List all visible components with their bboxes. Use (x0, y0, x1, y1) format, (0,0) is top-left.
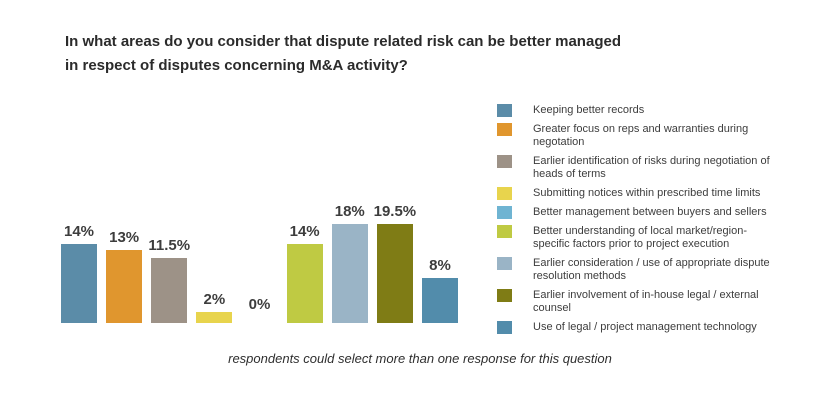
bar-slot: 2% (196, 203, 233, 323)
bar (376, 224, 413, 323)
legend-swatch-icon (497, 320, 512, 334)
legend-swatch-icon (497, 224, 512, 238)
bar-slot: 13% (106, 203, 143, 323)
bar (106, 249, 143, 323)
bar-value-label: 13% (109, 228, 140, 246)
legend-label: Submitting notices within prescribed tim… (533, 186, 761, 199)
bar-slot: 19.5% (374, 203, 416, 323)
legend-item: Use of legal / project management techno… (497, 320, 827, 334)
legend-item: Earlier consideration / use of appropria… (497, 256, 827, 283)
bar (331, 224, 368, 323)
bar-value-label: 8% (429, 256, 451, 274)
chart-title-line-1: In what areas do you consider that dispu… (65, 33, 621, 50)
chart-legend: Keeping better records Greater focus on r… (497, 104, 827, 340)
bar-slot: 14% (61, 203, 97, 323)
bar (61, 244, 97, 323)
legend-label: Greater focus on reps and warranties dur… (533, 123, 749, 148)
bar-value-label: 2% (203, 290, 226, 308)
legend-item: Earlier involvement of in-house legal / … (497, 288, 827, 315)
legend-label: Better understanding of local market/reg… (533, 224, 748, 250)
legend-item: Better management between buyers and sel… (497, 205, 827, 219)
legend-swatch-icon (497, 256, 512, 270)
legend-label: Keeping better records (533, 104, 645, 116)
legend-label: Use of legal / project management techno… (533, 320, 757, 333)
bar-slot: 0% (242, 203, 278, 323)
bar-slot: 11.5% (148, 203, 191, 323)
bar-slot: 14% (286, 203, 323, 323)
bar (422, 277, 458, 323)
bar-value-label: 19.5% (373, 203, 417, 220)
legend-swatch-icon (497, 104, 512, 117)
bar-slot: 8% (422, 203, 458, 323)
bar (196, 311, 233, 323)
chart-title: In what areas do you consider that dispu… (65, 30, 665, 78)
bar (286, 244, 323, 323)
bar-value-label: 18% (334, 203, 365, 220)
legend-swatch-icon (497, 205, 512, 219)
bar-value-label: 0% (248, 296, 271, 313)
bar-slot: 18% (331, 203, 368, 323)
chart-title-line-2: in respect of disputes concerning M&A ac… (65, 57, 408, 74)
bar-value-label: 11.5% (148, 237, 191, 255)
legend-item: Greater focus on reps and warranties dur… (497, 123, 827, 149)
bar-value-label: 14% (63, 223, 95, 241)
footer-note: respondents could select more than one r… (228, 351, 612, 366)
legend-label: Better management between buyers and sel… (533, 205, 767, 218)
legend-swatch-icon (497, 288, 512, 302)
legend-swatch-icon (497, 123, 512, 136)
bar-chart: 14% 13% 11.5% 2% 0% 14% 18% 19.5% 8% (61, 203, 458, 323)
legend-item: Keeping better records (497, 104, 827, 117)
legend-label: Earlier involvement of in-house legal / … (533, 288, 759, 314)
legend-swatch-icon (497, 154, 512, 168)
legend-swatch-icon (497, 186, 512, 200)
bar-value-label: 14% (289, 223, 320, 241)
legend-item: Submitting notices within prescribed tim… (497, 186, 827, 200)
bar (151, 258, 188, 323)
legend-label: Earlier identification of risks during n… (533, 154, 770, 180)
legend-label: Earlier consideration / use of appropria… (533, 256, 770, 282)
legend-item: Earlier identification of risks during n… (497, 154, 827, 181)
legend-item: Better understanding of local market/reg… (497, 224, 827, 251)
